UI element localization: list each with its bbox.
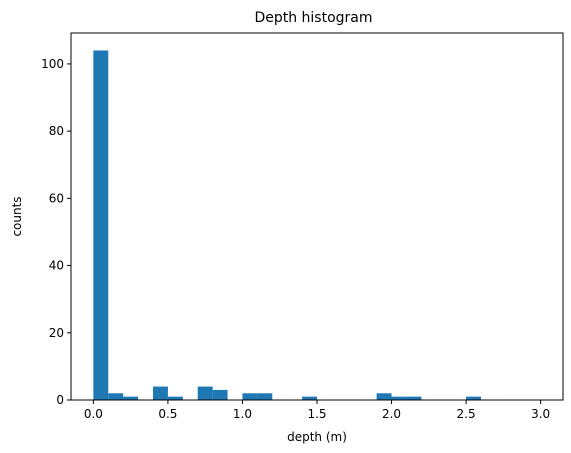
plot-frame	[70, 32, 564, 401]
histogram-bar	[257, 393, 273, 400]
x-tick-label: 0.0	[84, 407, 103, 421]
histogram-bar	[108, 393, 124, 400]
y-tick-label: 0	[56, 393, 64, 407]
histogram-bar	[93, 50, 109, 400]
x-tick-label: 2.5	[457, 407, 476, 421]
y-tick-label: 60	[49, 191, 64, 205]
y-axis-label: counts	[10, 196, 24, 236]
x-tick-label: 3.0	[531, 407, 550, 421]
chart-title: Depth histogram	[254, 10, 372, 26]
histogram-bar	[302, 396, 317, 400]
histogram-bar	[197, 386, 213, 400]
histogram-bar	[406, 396, 422, 400]
histogram-bar	[212, 389, 228, 400]
x-tick-label: 1.0	[233, 407, 252, 421]
histogram-bar	[153, 386, 168, 400]
x-tick-label: 1.5	[307, 407, 326, 421]
x-axis-label: depth (m)	[287, 430, 347, 444]
histogram-bar	[376, 393, 392, 400]
histogram-bar	[167, 396, 183, 400]
histogram-bar	[242, 393, 258, 400]
histogram-bars	[93, 50, 481, 400]
x-tick-label: 2.0	[382, 407, 401, 421]
y-tick-label: 40	[49, 259, 64, 273]
y-tick-label: 80	[49, 124, 64, 138]
y-tick-label: 100	[41, 57, 64, 71]
histogram-bar	[466, 396, 481, 400]
histogram-bar	[391, 396, 407, 400]
y-axis-ticks: 0 20 40 60 80 100	[41, 57, 71, 407]
y-tick-label: 20	[49, 326, 64, 340]
x-axis-ticks: 0.0 0.5 1.0 1.5 2.0 2.5 3.0	[84, 400, 550, 421]
x-tick-label: 0.5	[158, 407, 177, 421]
histogram-bar	[123, 396, 139, 400]
